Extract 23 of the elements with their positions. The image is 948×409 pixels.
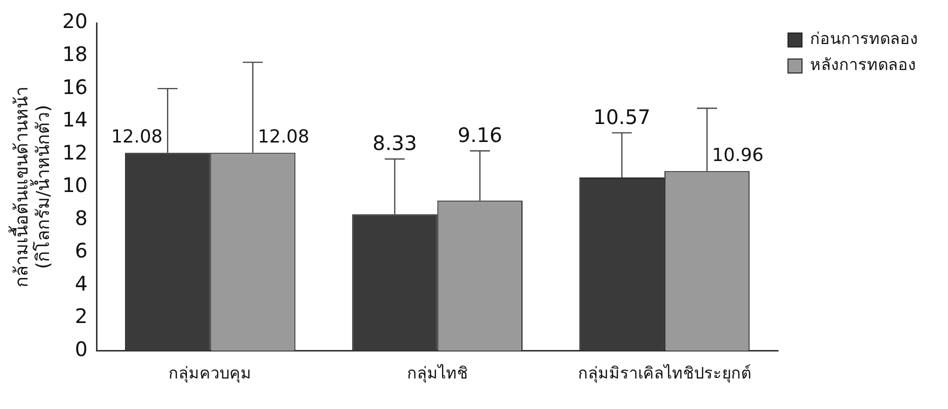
data-label: 10.57 [593, 105, 650, 130]
data-label: 8.33 [372, 131, 418, 156]
y-axis-title: กล้ามเนื้อต้นแขนด้านหน้า (กิโลกรัม/น้ำหนักตัว) [8, 86, 54, 288]
y-tick-label: 4 [74, 271, 88, 296]
y-tick-label: 12 [62, 140, 88, 164]
legend-label: หลังการทดลอง [810, 55, 916, 74]
x-tick-label: กลุ่มไทชิ [406, 364, 468, 384]
y-tick-label: 16 [62, 74, 88, 99]
y-tick-label: 2 [74, 304, 88, 328]
data-label: 12.08 [111, 126, 163, 148]
y-tick-label: 10 [62, 173, 88, 198]
legend-label: ก่อนการทดลอง [810, 29, 918, 48]
y-tick-label: 6 [74, 238, 88, 263]
y-tick-label: 8 [74, 206, 88, 230]
data-label: 9.16 [458, 123, 502, 148]
y-tick-label: 18 [62, 42, 88, 66]
y-tick-label: 20 [62, 9, 88, 34]
data-label: 10.96 [712, 144, 764, 166]
x-tick-label: กลุ่มมิราเคิลไทชิประยุกต์ [578, 364, 751, 384]
x-tick-label: กลุ่มควบคุม [168, 364, 252, 384]
y-tick-label: 0 [74, 337, 88, 362]
y-tick-label: 14 [62, 108, 88, 132]
data-label: 12.08 [258, 126, 310, 148]
